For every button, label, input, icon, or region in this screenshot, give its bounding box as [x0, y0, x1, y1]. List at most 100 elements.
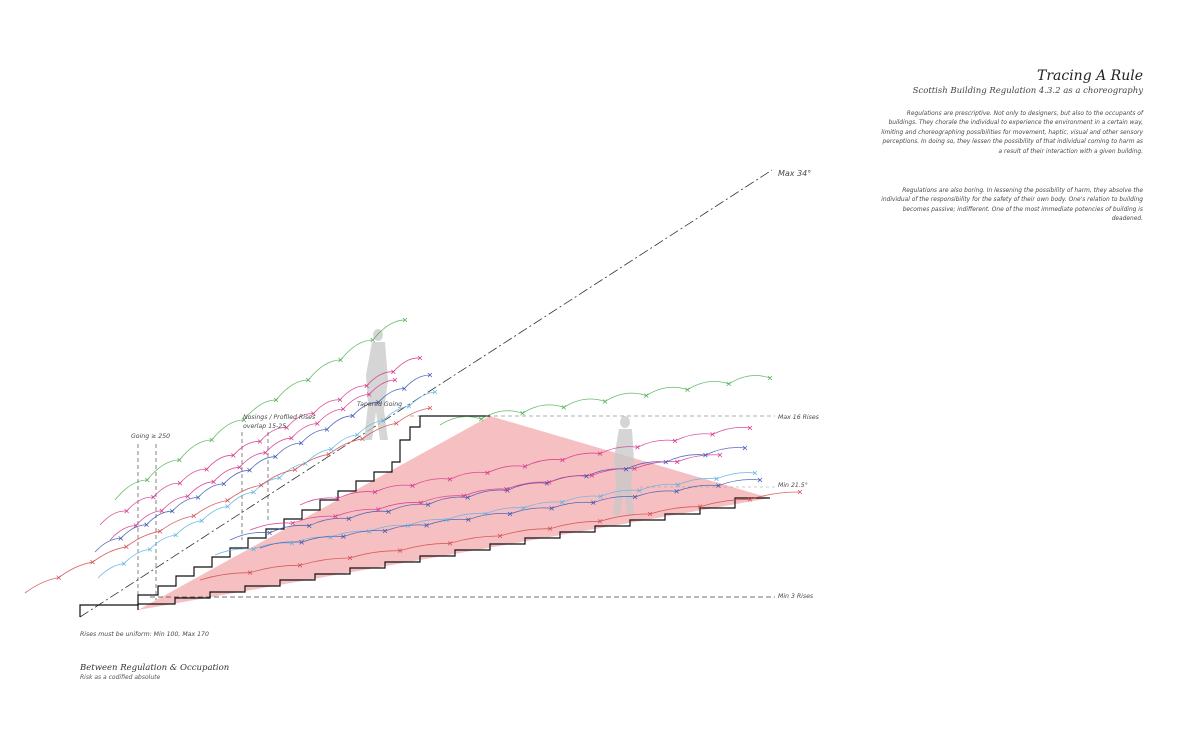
footfall-mark	[742, 445, 748, 451]
footfall-mark	[306, 523, 312, 529]
footfall-mark	[386, 509, 391, 514]
footfall-mark	[392, 377, 398, 383]
footfall-mark	[602, 399, 608, 404]
footer: Between Regulation & Occupation Risk as …	[80, 663, 229, 681]
movement-trace	[109, 379, 396, 541]
header: Tracing A Rule Scottish Building Regulat…	[913, 68, 1143, 96]
footfall-mark	[546, 480, 552, 485]
footfall-mark	[324, 427, 330, 432]
footfall-mark	[391, 369, 396, 375]
footfall-mark	[199, 518, 204, 524]
footfall-mark	[597, 519, 603, 524]
footfall-mark	[173, 532, 179, 538]
footfall-mark	[663, 459, 669, 465]
footfall-mark	[376, 399, 381, 405]
footfall-mark	[675, 459, 680, 465]
footfall-mark	[672, 438, 678, 444]
footfall-mark	[195, 495, 201, 500]
footfall-mark	[350, 413, 355, 419]
footfall-mark	[402, 317, 408, 323]
footfall-mark	[598, 494, 603, 499]
footfall-mark	[757, 477, 763, 483]
movement-trace	[114, 319, 406, 501]
footfall-mark	[589, 473, 595, 478]
footfall-mark	[204, 467, 209, 472]
footfall-mark	[497, 533, 503, 539]
max-angle-label: Max 34°	[778, 169, 812, 178]
min-rises-label: Min 3 Rises	[778, 593, 814, 600]
step-marks	[56, 317, 803, 580]
footfall-mark	[623, 466, 629, 472]
footfall-mark	[504, 486, 509, 492]
footfall-mark	[290, 520, 295, 526]
footfall-mark	[259, 482, 264, 488]
footfall-mark	[797, 489, 803, 495]
footfall-mark	[306, 377, 311, 383]
footfall-mark	[370, 337, 376, 343]
movement-trace	[94, 374, 431, 553]
footfall-mark	[177, 481, 183, 486]
footfall-mark	[465, 495, 470, 500]
footfall-mark	[347, 555, 353, 561]
footfall-mark	[124, 544, 129, 549]
footfall-mark	[401, 386, 407, 391]
footfall-mark	[225, 498, 230, 503]
footfall-mark	[447, 541, 453, 546]
footfall-mark	[714, 476, 719, 482]
footfall-mark	[372, 489, 378, 495]
footfall-mark	[247, 570, 253, 575]
page-subtitle: Scottish Building Regulation 4.3.2 as a …	[912, 86, 1143, 96]
footfall-mark	[90, 559, 95, 565]
footfall-mark	[632, 494, 638, 500]
footfall-mark	[277, 475, 282, 481]
footfall-mark	[335, 496, 340, 501]
footer-title: Between Regulation & Occupation	[80, 663, 230, 673]
footfall-mark	[221, 481, 227, 487]
footfall-mark	[547, 526, 553, 531]
footfall-mark	[209, 437, 214, 443]
footfall-mark	[549, 506, 554, 511]
footfall-mark	[247, 468, 252, 473]
risk-region	[138, 416, 770, 610]
footfall-mark	[380, 418, 386, 423]
essay-paragraph: Regulations are also boring. In lessenin…	[881, 188, 1143, 223]
footfall-mark	[406, 404, 412, 409]
footfall-mark	[405, 523, 411, 528]
footfall-mark	[346, 516, 352, 522]
footfall-mark	[367, 529, 372, 534]
footfall-mark	[675, 482, 681, 487]
footfall-mark	[424, 523, 429, 528]
footfall-mark	[284, 425, 289, 430]
footfall-mark	[767, 375, 773, 381]
footfall-mark	[647, 511, 653, 517]
footfall-mark	[225, 504, 230, 509]
min-angle-label: Min 21.5°	[778, 482, 808, 489]
footfall-mark	[644, 393, 649, 398]
footfall-mark	[485, 470, 490, 476]
footfall-mark	[273, 454, 278, 459]
footfall-mark	[726, 381, 731, 387]
footfall-mark	[559, 500, 565, 505]
footfall-mark	[561, 405, 566, 410]
footfall-mark	[157, 529, 163, 534]
footfall-mark	[251, 489, 256, 495]
footfall-mark	[263, 450, 268, 455]
footfall-mark	[507, 511, 513, 517]
footfall-mark	[632, 466, 637, 471]
footfall-mark	[211, 479, 216, 485]
footfall-mark	[520, 411, 525, 416]
footfall-mark	[752, 470, 758, 476]
footfall-mark	[329, 446, 334, 452]
footfall-mark	[118, 536, 124, 541]
footfall-mark	[298, 440, 304, 446]
footfall-mark	[591, 500, 596, 505]
footfall-mark	[237, 465, 242, 470]
essay-paragraph: Regulations are prescriptive. Not only t…	[881, 111, 1143, 155]
movement-trace	[249, 454, 721, 531]
footfall-mark	[257, 439, 263, 444]
footfall-mark	[144, 477, 150, 483]
footfall-mark	[328, 535, 333, 540]
footfall-mark	[584, 474, 589, 479]
steep-staircase	[79, 415, 490, 617]
footfall-mark	[417, 355, 423, 361]
